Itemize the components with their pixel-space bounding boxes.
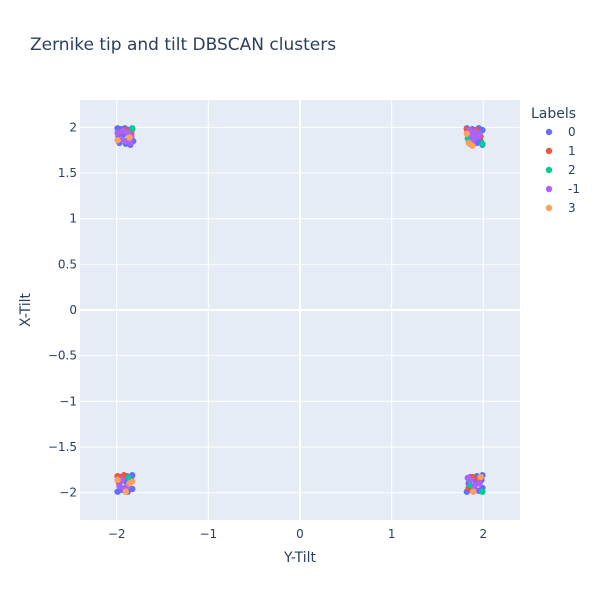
x-tick-label: 0 [296,527,304,541]
data-point[interactable] [129,125,136,132]
y-axis-ticks: 2 1.5 1 0.5 0 −0.5 −1 −1.5 −2 [48,120,77,499]
x-tick-label: −2 [108,527,126,541]
legend-marker [545,166,553,174]
data-point[interactable] [122,488,130,495]
legend-title: Labels [531,106,576,122]
data-point[interactable] [477,473,484,481]
data-point[interactable] [464,474,471,482]
x-tick-label: −1 [199,527,217,541]
legend-item[interactable]: 3 [545,201,576,215]
data-point[interactable] [470,488,477,495]
y-tick-label: −1 [59,394,77,408]
data-point[interactable] [129,478,136,485]
y-tick-label: 1 [69,212,77,226]
y-tick-label: 1.5 [58,166,77,180]
legend-item[interactable]: 2 [545,163,576,177]
data-point[interactable] [118,476,126,484]
data-point[interactable] [469,142,476,149]
legend-item[interactable]: 0 [545,125,576,139]
data-point[interactable] [114,129,121,137]
legend-label: 2 [568,163,576,177]
data-point[interactable] [463,130,471,137]
x-tick-label: 1 [388,527,396,541]
legend-label: 1 [568,144,576,158]
data-point[interactable] [474,133,482,140]
y-tick-label: 0.5 [58,257,77,271]
y-tick-label: −0.5 [48,349,77,363]
data-point[interactable] [479,488,486,495]
x-axis-ticks: −2 −1 0 1 2 [108,527,487,541]
y-tick-label: 0 [69,303,77,317]
x-tick-label: 2 [480,527,488,541]
y-tick-label: 2 [69,120,77,134]
y-tick-label: −2 [59,486,77,500]
legend[interactable]: 0 1 2 -1 3 [545,125,580,215]
x-axis-title: Y-Tilt [283,550,317,566]
legend-label: 3 [568,201,576,215]
legend-marker [545,128,553,136]
data-point[interactable] [114,476,121,484]
series--1 [114,126,483,492]
legend-label: 0 [568,125,576,139]
y-axis-title: X-Tilt [18,292,34,327]
legend-item[interactable]: -1 [545,182,580,196]
data-points [114,125,486,495]
series-3 [114,130,484,495]
data-point[interactable] [126,134,133,141]
legend-label: -1 [568,182,580,196]
legend-marker [545,204,553,212]
chart-title: Zernike tip and tilt DBSCAN clusters [30,35,336,55]
legend-marker [545,185,553,193]
grid-lines [80,100,520,520]
data-point[interactable] [127,139,134,147]
legend-marker [545,147,553,155]
data-point[interactable] [114,136,121,144]
data-point[interactable] [479,140,486,148]
data-point[interactable] [476,480,483,487]
legend-item[interactable]: 1 [545,144,576,158]
y-tick-label: −1.5 [48,440,77,454]
